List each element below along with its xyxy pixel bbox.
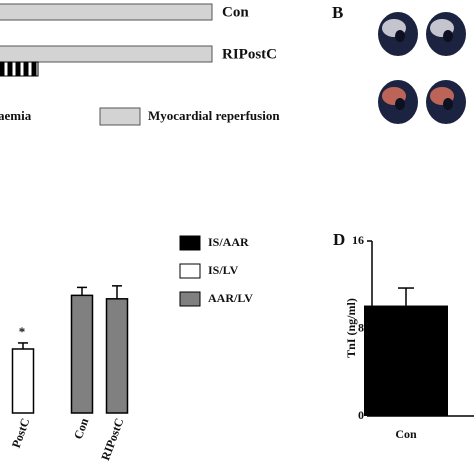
legend-swatch — [179, 235, 201, 251]
bar — [70, 294, 94, 414]
panel-label: B — [332, 3, 343, 22]
ventricle — [443, 30, 453, 42]
annotation: * — [19, 324, 26, 339]
y-tick-label: 16 — [352, 233, 364, 247]
protocol-label: Con — [222, 4, 249, 20]
ischaemia-block — [0, 61, 5, 77]
legend-label: Myocardial reperfusion — [148, 108, 280, 123]
x-tick-label: Con — [71, 416, 92, 441]
ventricle — [395, 98, 405, 110]
ischaemia-block — [31, 61, 37, 77]
bar — [364, 305, 448, 416]
bar — [11, 348, 35, 414]
legend-swatch — [179, 291, 201, 307]
bar — [105, 298, 129, 414]
ischaemia-block — [15, 61, 21, 77]
legend-label: IS/AAR — [208, 235, 249, 249]
protocol-bar — [0, 45, 213, 63]
ischaemia-block — [7, 61, 13, 77]
legend-label: AAR/LV — [208, 291, 253, 305]
legend-label: IS/LV — [208, 263, 239, 277]
x-tick-label: Con — [395, 427, 417, 441]
protocol-label: RIPostC — [222, 46, 277, 62]
ischaemia-block — [23, 61, 29, 77]
protocol-bar — [0, 3, 213, 21]
ventricle — [443, 98, 453, 110]
y-tick-label: 0 — [358, 408, 364, 422]
ventricle — [395, 30, 405, 42]
legend-swatch — [99, 107, 141, 126]
ischaemia-outline — [0, 61, 39, 77]
y-axis-label: TnI (ng/ml) — [344, 298, 358, 358]
x-tick-label: PostC — [9, 416, 33, 450]
legend-label: aemia — [0, 108, 32, 123]
x-tick-label: RIPostC — [98, 416, 126, 462]
y-tick-label: 8 — [358, 320, 364, 334]
legend-swatch — [179, 263, 201, 279]
panel-label: D — [333, 230, 345, 249]
